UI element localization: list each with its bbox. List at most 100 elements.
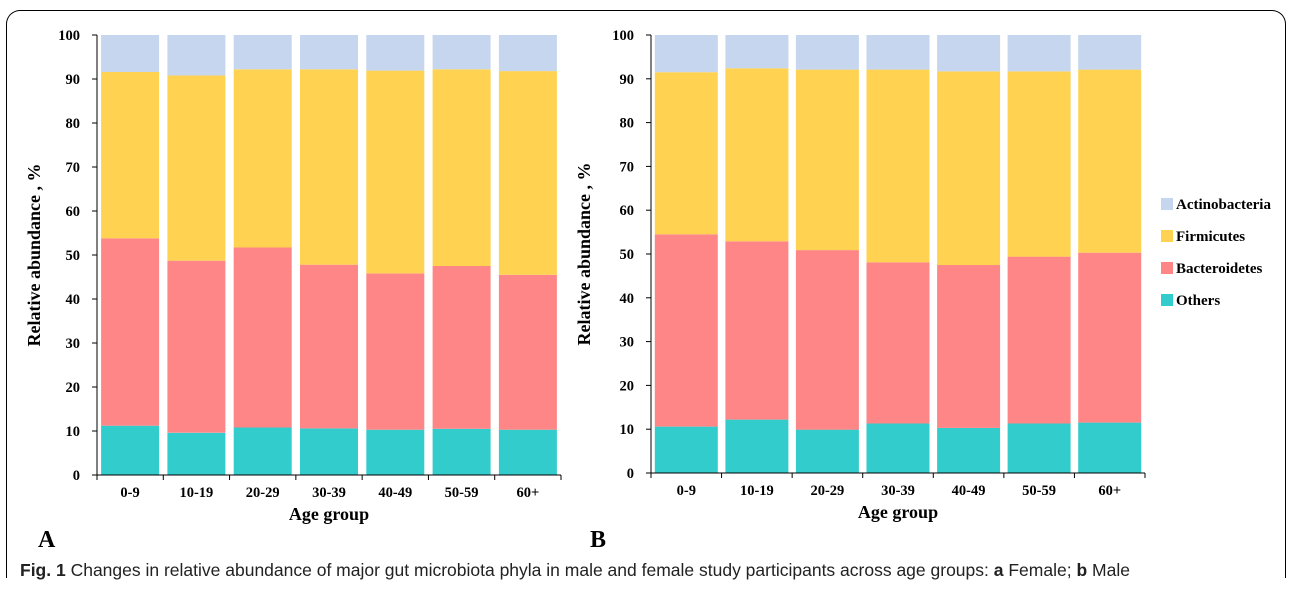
figure-caption: Fig. 1 Changes in relative abundance of … bbox=[20, 560, 1280, 586]
panel-a-y-tick-label: 60 bbox=[66, 204, 81, 220]
panel-b-x-tick-label: 30-39 bbox=[881, 483, 915, 499]
panel-b-y-tick-label: 0 bbox=[627, 466, 634, 482]
panel-a-bar-others-30-39 bbox=[300, 428, 358, 475]
caption-text-1: Changes in relative abundance of major g… bbox=[70, 560, 994, 580]
panel-a-y-tick-label: 70 bbox=[66, 160, 81, 176]
panel-b-legend-label-bacteroidetes: Bacteroidetes bbox=[1176, 261, 1263, 277]
panel-a-bar-others-40-49 bbox=[366, 429, 425, 475]
panel-b-y-tick-label: 60 bbox=[620, 203, 635, 219]
caption-label-a: a bbox=[993, 560, 1004, 580]
panel-b-bar-others-60+ bbox=[1078, 422, 1142, 473]
figure-frame bbox=[6, 10, 1286, 578]
panel-b-bar-others-0-9 bbox=[654, 426, 718, 473]
panel-a-y-tick-label: 50 bbox=[66, 248, 81, 264]
panel-b-y-tick-label: 70 bbox=[620, 159, 635, 175]
panel-b-x-axis-title: Age group bbox=[858, 502, 938, 522]
panel-b-bar-others-30-39 bbox=[866, 423, 930, 473]
panel-a-y-tick-label: 0 bbox=[73, 468, 80, 484]
panel-a-x-tick-label: 10-19 bbox=[179, 485, 213, 501]
caption-label-b: b bbox=[1076, 560, 1088, 580]
chart-canvas: A B 0-9 10-19 20-29 30-39 40-49 50-59 60+ 0 10 20… bbox=[24, 28, 1271, 553]
panel-a-bar-firmicutes-10-19 bbox=[167, 75, 226, 261]
panel-a-y-axis-title: Relative abundance , % bbox=[24, 163, 44, 346]
panel-a-x-tick-label: 20-29 bbox=[246, 485, 280, 501]
panel-b-y-tick-label: 80 bbox=[620, 116, 635, 132]
panel-b-x-tick-label: 40-49 bbox=[952, 483, 986, 499]
panel-b-legend-label-actinobacteria: Actinobacteria bbox=[1176, 197, 1271, 213]
panel-b-y-tick-label: 100 bbox=[612, 28, 634, 44]
panel-a-bar-actinobacteria-60+ bbox=[498, 35, 557, 72]
panel-a-bar-bacteroidetes-20-29 bbox=[233, 247, 292, 428]
panel-a-x-tick-label: 50-59 bbox=[445, 485, 479, 501]
panel-a-bar-bacteroidetes-40-49 bbox=[366, 273, 425, 430]
panel-a-x-tick-label: 0-9 bbox=[120, 485, 139, 501]
panel-b-bar-actinobacteria-20-29 bbox=[795, 35, 859, 70]
panel-b-bar-firmicutes-50-59 bbox=[1007, 71, 1071, 257]
panel-a-bar-actinobacteria-0-9 bbox=[101, 35, 160, 72]
panel-a-letter: A bbox=[38, 527, 56, 553]
panel-a-bar-others-10-19 bbox=[167, 432, 226, 475]
panel-b-x-tick-label: 10-19 bbox=[740, 483, 774, 499]
panel-b-x-tick-label: 20-29 bbox=[810, 483, 844, 499]
panel-a-bar-actinobacteria-20-29 bbox=[233, 35, 292, 70]
panel-a-bar-firmicutes-30-39 bbox=[300, 69, 358, 265]
panel-a-bar-bacteroidetes-50-59 bbox=[432, 266, 491, 429]
panel-b-y-tick-label: 50 bbox=[620, 247, 635, 263]
panel-a-x-axis-title: Age group bbox=[289, 504, 369, 524]
panel-b-x-tick-label: 60+ bbox=[1098, 483, 1121, 499]
panel-b-y-tick-label: 90 bbox=[620, 72, 635, 88]
panel-b-legend-swatch-bacteroidetes bbox=[1161, 262, 1173, 274]
panel-a-bar-others-0-9 bbox=[101, 425, 160, 475]
panel-b-y-tick-label: 10 bbox=[620, 422, 635, 438]
panel-a-bar-firmicutes-60+ bbox=[498, 71, 557, 275]
panel-a-bar-firmicutes-0-9 bbox=[101, 72, 160, 239]
panel-a-bar-actinobacteria-50-59 bbox=[432, 35, 491, 70]
panel-a-x-tick-label: 60+ bbox=[517, 485, 540, 501]
panel-b-legend-label-firmicutes: Firmicutes bbox=[1176, 229, 1245, 245]
panel-b-x-tick-label: 50-59 bbox=[1022, 483, 1056, 499]
panel-a-y-tick-label: 10 bbox=[66, 424, 81, 440]
panel-b-y-axis-title: Relative abundance , % bbox=[574, 162, 594, 345]
panel-b-legend-swatch-others bbox=[1161, 294, 1173, 306]
panel-b-bar-firmicutes-0-9 bbox=[654, 72, 718, 235]
caption-text-2: Female; bbox=[1003, 560, 1077, 580]
panel-b-bar-actinobacteria-40-49 bbox=[937, 35, 1001, 72]
panel-b-bar-bacteroidetes-20-29 bbox=[795, 250, 859, 430]
panel-b-y-tick-label: 40 bbox=[620, 291, 635, 307]
panel-b-bar-bacteroidetes-10-19 bbox=[725, 241, 789, 420]
panel-a-bar-firmicutes-40-49 bbox=[366, 70, 425, 274]
panel-a-y-tick-label: 30 bbox=[66, 336, 81, 352]
panel-b-bar-bacteroidetes-30-39 bbox=[866, 262, 930, 424]
panel-b-letter: B bbox=[590, 527, 606, 553]
panel-b-legend-swatch-firmicutes bbox=[1161, 230, 1173, 242]
panel-a-y-tick-label: 100 bbox=[58, 28, 80, 44]
panel-b-bar-others-10-19 bbox=[725, 419, 789, 473]
panel-a-y-tick-label: 40 bbox=[66, 292, 81, 308]
panel-a-bar-bacteroidetes-10-19 bbox=[167, 260, 226, 433]
panel-b-bar-actinobacteria-60+ bbox=[1078, 35, 1142, 70]
panel-b-y-tick-label: 20 bbox=[620, 378, 635, 394]
panel-a-bar-actinobacteria-40-49 bbox=[366, 35, 425, 71]
panel-b-bar-firmicutes-30-39 bbox=[866, 69, 930, 263]
panel-b-bar-firmicutes-20-29 bbox=[795, 69, 859, 251]
panel-b-bar-actinobacteria-0-9 bbox=[654, 35, 718, 73]
panel-b-bar-bacteroidetes-40-49 bbox=[937, 265, 1001, 428]
panel-b-bar-firmicutes-60+ bbox=[1078, 69, 1142, 253]
panel-a-bar-firmicutes-20-29 bbox=[233, 69, 292, 248]
panel-b-bar-others-20-29 bbox=[795, 429, 859, 473]
panel-a-bar-bacteroidetes-30-39 bbox=[300, 264, 358, 429]
panel-b-bar-bacteroidetes-0-9 bbox=[654, 234, 718, 427]
panel-b-bar-firmicutes-40-49 bbox=[937, 71, 1001, 266]
panel-b-legend-label-others: Others bbox=[1176, 293, 1220, 309]
caption-text-3: Male bbox=[1087, 560, 1130, 580]
panel-a-bar-actinobacteria-30-39 bbox=[300, 35, 358, 70]
panel-b-bar-actinobacteria-30-39 bbox=[866, 35, 930, 70]
panel-a-y-tick-label: 90 bbox=[66, 72, 81, 88]
panel-a-bar-others-60+ bbox=[498, 429, 557, 475]
panel-a-x-tick-label: 40-49 bbox=[378, 485, 412, 501]
panel-b-x-tick-label: 0-9 bbox=[677, 483, 696, 499]
panel-a-bar-actinobacteria-10-19 bbox=[167, 35, 226, 76]
panel-b-y-tick-label: 30 bbox=[620, 335, 635, 351]
panel-b-bar-bacteroidetes-50-59 bbox=[1007, 256, 1071, 424]
